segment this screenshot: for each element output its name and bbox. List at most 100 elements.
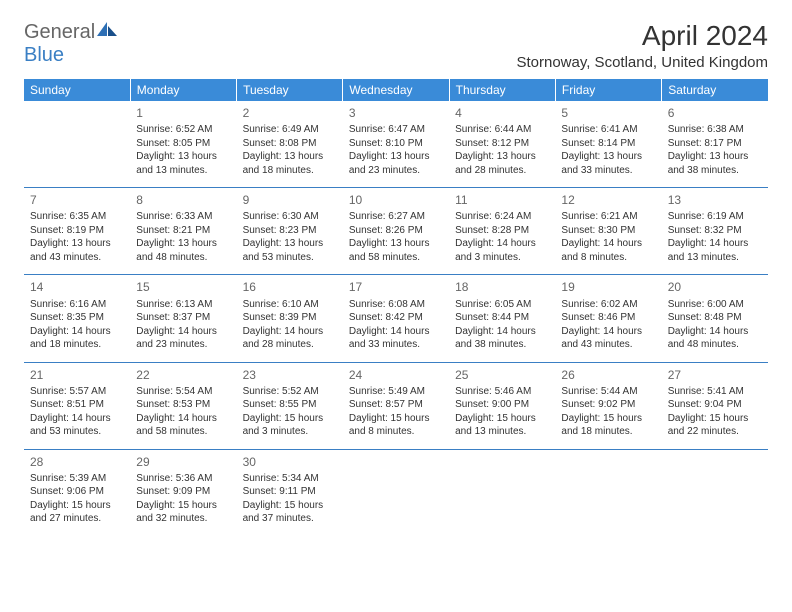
day-number: 22 [136, 367, 230, 383]
logo-text: GeneralBlue [24, 20, 119, 67]
day-number: 29 [136, 454, 230, 470]
sunrise-text: Sunrise: 6:08 AM [349, 298, 443, 312]
daylight-text: Daylight: 14 hours and 33 minutes. [349, 325, 443, 352]
daylight-text: Daylight: 15 hours and 13 minutes. [455, 412, 549, 439]
sunset-text: Sunset: 9:11 PM [243, 485, 337, 499]
calendar-day: 17Sunrise: 6:08 AMSunset: 8:42 PMDayligh… [343, 275, 449, 362]
day-number: 5 [561, 105, 655, 121]
day-number: 27 [668, 367, 762, 383]
weekday-header: Sunday [24, 79, 130, 101]
daylight-text: Daylight: 14 hours and 23 minutes. [136, 325, 230, 352]
sunset-text: Sunset: 8:08 PM [243, 137, 337, 151]
daylight-text: Daylight: 15 hours and 37 minutes. [243, 499, 337, 526]
sunrise-text: Sunrise: 5:39 AM [30, 472, 124, 486]
day-number: 2 [243, 105, 337, 121]
sunrise-text: Sunrise: 6:30 AM [243, 210, 337, 224]
logo-general: General [24, 21, 95, 43]
calendar-day: 20Sunrise: 6:00 AMSunset: 8:48 PMDayligh… [662, 275, 768, 362]
day-number: 18 [455, 279, 549, 295]
calendar-day: 4Sunrise: 6:44 AMSunset: 8:12 PMDaylight… [449, 101, 555, 188]
calendar-day [343, 449, 449, 536]
calendar-day [24, 101, 130, 188]
sunrise-text: Sunrise: 6:52 AM [136, 123, 230, 137]
calendar-body: 1Sunrise: 6:52 AMSunset: 8:05 PMDaylight… [24, 101, 768, 536]
day-number: 10 [349, 192, 443, 208]
sunrise-text: Sunrise: 5:54 AM [136, 385, 230, 399]
sunrise-text: Sunrise: 6:35 AM [30, 210, 124, 224]
calendar-day: 19Sunrise: 6:02 AMSunset: 8:46 PMDayligh… [555, 275, 661, 362]
calendar-day: 9Sunrise: 6:30 AMSunset: 8:23 PMDaylight… [237, 188, 343, 275]
daylight-text: Daylight: 15 hours and 3 minutes. [243, 412, 337, 439]
sunset-text: Sunset: 9:00 PM [455, 398, 549, 412]
location: Stornoway, Scotland, United Kingdom [516, 54, 768, 71]
sunrise-text: Sunrise: 6:41 AM [561, 123, 655, 137]
calendar-day: 25 Sunrise: 5:46 AMSunset: 9:00 PMDayligh… [449, 362, 555, 449]
calendar-table: SundayMondayTuesdayWednesdayThursdayFrid… [24, 79, 768, 536]
calendar-day: 26Sunrise: 5:44 AMSunset: 9:02 PMDayligh… [555, 362, 661, 449]
sunrise-text: Sunrise: 5:52 AM [243, 385, 337, 399]
sunset-text: Sunset: 8:19 PM [30, 224, 124, 238]
sunrise-text: Sunrise: 6:21 AM [561, 210, 655, 224]
day-number: 28 [30, 454, 124, 470]
sunset-text: Sunset: 9:02 PM [561, 398, 655, 412]
calendar-day [449, 449, 555, 536]
sunrise-text: Sunrise: 6:13 AM [136, 298, 230, 312]
calendar-day: 7 Sunrise: 6:35 AMSunset: 8:19 PMDaylight… [24, 188, 130, 275]
daylight-text: Daylight: 14 hours and 43 minutes. [561, 325, 655, 352]
sunset-text: Sunset: 8:55 PM [243, 398, 337, 412]
sunrise-text: Sunrise: 6:24 AM [455, 210, 549, 224]
day-number: 4 [455, 105, 549, 121]
header: GeneralBlue April 2024 Stornoway, Scotla… [24, 20, 768, 71]
daylight-text: Daylight: 15 hours and 22 minutes. [668, 412, 762, 439]
sunrise-text: Sunrise: 5:49 AM [349, 385, 443, 399]
weekday-header: Monday [130, 79, 236, 101]
sunset-text: Sunset: 8:26 PM [349, 224, 443, 238]
daylight-text: Daylight: 13 hours and 58 minutes. [349, 237, 443, 264]
sunset-text: Sunset: 8:44 PM [455, 311, 549, 325]
daylight-text: Daylight: 13 hours and 18 minutes. [243, 150, 337, 177]
daylight-text: Daylight: 13 hours and 23 minutes. [349, 150, 443, 177]
daylight-text: Daylight: 13 hours and 43 minutes. [30, 237, 124, 264]
sunrise-text: Sunrise: 5:34 AM [243, 472, 337, 486]
sunset-text: Sunset: 8:48 PM [668, 311, 762, 325]
weekday-header: Wednesday [343, 79, 449, 101]
sunrise-text: Sunrise: 5:46 AM [455, 385, 549, 399]
sunset-text: Sunset: 9:09 PM [136, 485, 230, 499]
day-number: 8 [136, 192, 230, 208]
day-number: 26 [561, 367, 655, 383]
calendar-day: 16Sunrise: 6:10 AMSunset: 8:39 PMDayligh… [237, 275, 343, 362]
daylight-text: Daylight: 13 hours and 33 minutes. [561, 150, 655, 177]
sunrise-text: Sunrise: 6:16 AM [30, 298, 124, 312]
day-number: 25 [455, 367, 549, 383]
sunset-text: Sunset: 8:17 PM [668, 137, 762, 151]
sunrise-text: Sunrise: 6:19 AM [668, 210, 762, 224]
sunset-text: Sunset: 8:05 PM [136, 137, 230, 151]
calendar-day: 23Sunrise: 5:52 AMSunset: 8:55 PMDayligh… [237, 362, 343, 449]
sunrise-text: Sunrise: 6:33 AM [136, 210, 230, 224]
daylight-text: Daylight: 14 hours and 3 minutes. [455, 237, 549, 264]
day-number: 7 [30, 192, 124, 208]
sunrise-text: Sunrise: 6:05 AM [455, 298, 549, 312]
sunrise-text: Sunrise: 5:36 AM [136, 472, 230, 486]
day-number: 15 [136, 279, 230, 295]
daylight-text: Daylight: 14 hours and 58 minutes. [136, 412, 230, 439]
logo-sail-icon [95, 20, 119, 38]
calendar-day [662, 449, 768, 536]
sunset-text: Sunset: 8:42 PM [349, 311, 443, 325]
calendar-day: 3Sunrise: 6:47 AMSunset: 8:10 PMDaylight… [343, 101, 449, 188]
sunset-text: Sunset: 8:23 PM [243, 224, 337, 238]
daylight-text: Daylight: 13 hours and 28 minutes. [455, 150, 549, 177]
daylight-text: Daylight: 14 hours and 13 minutes. [668, 237, 762, 264]
sunset-text: Sunset: 8:57 PM [349, 398, 443, 412]
weekday-header: Tuesday [237, 79, 343, 101]
calendar-week: 1Sunrise: 6:52 AMSunset: 8:05 PMDaylight… [24, 101, 768, 188]
daylight-text: Daylight: 13 hours and 48 minutes. [136, 237, 230, 264]
daylight-text: Daylight: 14 hours and 48 minutes. [668, 325, 762, 352]
day-number: 21 [30, 367, 124, 383]
calendar-day: 22Sunrise: 5:54 AMSunset: 8:53 PMDayligh… [130, 362, 236, 449]
day-number: 11 [455, 192, 549, 208]
calendar-day: 11Sunrise: 6:24 AMSunset: 8:28 PMDayligh… [449, 188, 555, 275]
calendar-week: 28Sunrise: 5:39 AMSunset: 9:06 PMDayligh… [24, 449, 768, 536]
sunrise-text: Sunrise: 6:47 AM [349, 123, 443, 137]
sunset-text: Sunset: 8:14 PM [561, 137, 655, 151]
